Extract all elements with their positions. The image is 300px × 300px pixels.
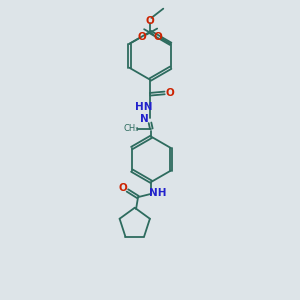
Text: O: O	[166, 88, 174, 98]
Text: O: O	[154, 32, 163, 42]
Text: N: N	[140, 114, 148, 124]
Text: O: O	[146, 16, 154, 26]
Text: CH₃: CH₃	[124, 124, 139, 133]
Text: NH: NH	[149, 188, 167, 198]
Text: O: O	[118, 183, 127, 193]
Text: HN: HN	[135, 102, 152, 112]
Text: O: O	[137, 32, 146, 42]
